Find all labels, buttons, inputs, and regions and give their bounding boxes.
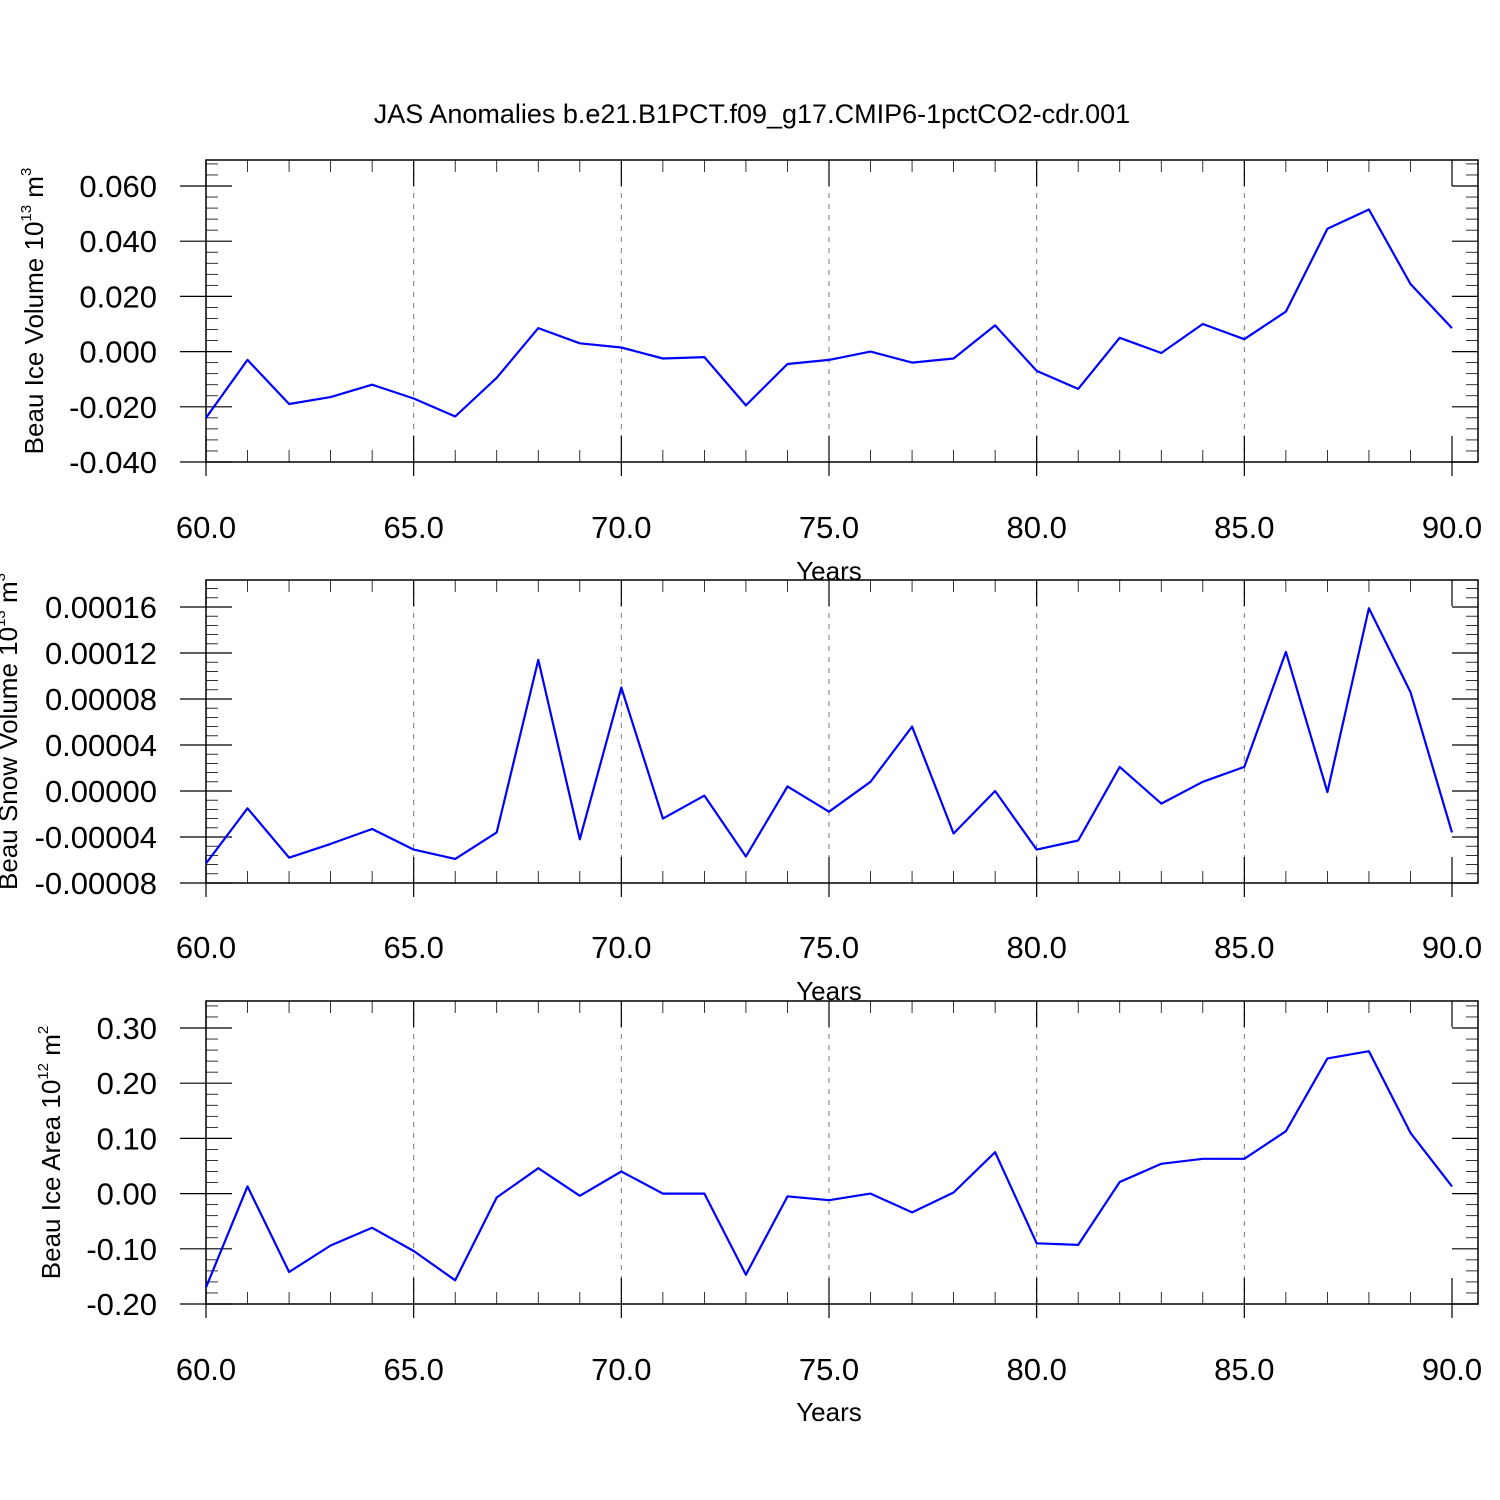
x-tick-label: 70.0 — [591, 1352, 651, 1387]
y-tick-label: -0.00008 — [35, 866, 157, 901]
figure-title: JAS Anomalies b.e21.B1PCT.f09_g17.CMIP6-… — [374, 99, 1130, 129]
plot-frame — [205, 159, 1479, 463]
y-tick-label: -0.10 — [86, 1232, 157, 1267]
series-line — [204, 1050, 1453, 1288]
y-tick-label: 0.020 — [79, 279, 157, 314]
x-tick-label: 75.0 — [799, 1352, 859, 1387]
y-axis-label-superscript: 13 — [0, 610, 9, 627]
x-tick-label: 70.0 — [591, 930, 651, 965]
y-axis-label: Beau Ice Volume 1013 m3 — [18, 168, 49, 455]
y-tick-label: 0.20 — [97, 1066, 157, 1101]
panel-3: 60.0 65.0 70.0 75.0 80.0 85.0 90.0 -0.20 -0.10 0.… — [35, 1000, 1482, 1427]
y-tick-label: 0.040 — [79, 224, 157, 259]
y-axis-label: Beau Snow Volume 1013 m3 — [0, 573, 23, 890]
x-tick-label: 85.0 — [1214, 930, 1274, 965]
y-tick-label: -0.20 — [86, 1287, 157, 1322]
y-axis-label-part: Beau Ice Volume 10 — [19, 222, 49, 455]
y-tick-label: 0.000 — [79, 335, 157, 370]
x-tick-label: 90.0 — [1422, 1352, 1482, 1387]
y-axis-label-superscript: 3 — [18, 168, 35, 176]
x-tick-label: 60.0 — [176, 510, 236, 545]
y-axis-label-part: Beau Ice Area 10 — [36, 1080, 66, 1279]
y-tick-label: 0.00016 — [45, 590, 157, 625]
x-tick-label: 65.0 — [383, 930, 443, 965]
y-tick-label: 0.00 — [97, 1177, 157, 1212]
x-tick-label: 70.0 — [591, 510, 651, 545]
y-axis-label-part: Beau Snow Volume 10 — [0, 627, 23, 890]
panel-2: 60.0 65.0 70.0 75.0 80.0 85.0 90.0 -0.00008 -0.0… — [0, 573, 1482, 1006]
y-axis-label-superscript: 13 — [18, 205, 35, 222]
series-line — [205, 208, 1453, 419]
y-tick-label: 0.00012 — [45, 636, 157, 671]
y-axis-label-superscript: 12 — [35, 1063, 52, 1080]
x-tick-label: 90.0 — [1422, 510, 1482, 545]
x-tick-label: 80.0 — [1006, 1352, 1066, 1387]
y-tick-label: -0.00004 — [35, 820, 157, 855]
y-tick-label: 0.00004 — [45, 728, 157, 763]
x-tick-label: 75.0 — [799, 930, 859, 965]
y-axis-label-part: m — [19, 176, 49, 205]
y-tick-label: 0.00008 — [45, 682, 157, 717]
x-tick-label: 60.0 — [176, 930, 236, 965]
x-tick-label: 90.0 — [1422, 930, 1482, 965]
y-axis-label-part: m — [36, 1034, 66, 1063]
y-axis-label-part: m — [0, 581, 23, 610]
plot-frame — [205, 579, 1479, 884]
x-tick-label: 85.0 — [1214, 510, 1274, 545]
y-tick-label: -0.020 — [69, 390, 157, 425]
panels: 60.0 65.0 70.0 75.0 80.0 85.0 90.0 -0.040 -0.020… — [0, 159, 1482, 1427]
x-tick-label: 85.0 — [1214, 1352, 1274, 1387]
x-tick-label: 80.0 — [1006, 930, 1066, 965]
x-axis-label: Years — [796, 1397, 862, 1427]
y-tick-label: -0.040 — [69, 445, 157, 480]
y-axis-label-superscript: 2 — [35, 1026, 52, 1034]
y-axis-label-superscript: 3 — [0, 573, 9, 581]
y-tick-label: 0.060 — [79, 169, 157, 204]
panel-1: 60.0 65.0 70.0 75.0 80.0 85.0 90.0 -0.040 -0.020… — [18, 159, 1482, 586]
y-tick-label: 0.10 — [97, 1121, 157, 1156]
y-tick-label: 0.30 — [97, 1011, 157, 1046]
plot-frame — [205, 1000, 1479, 1305]
x-tick-label: 65.0 — [383, 1352, 443, 1387]
y-tick-label: 0.00000 — [45, 774, 157, 809]
x-tick-label: 65.0 — [383, 510, 443, 545]
x-tick-label: 60.0 — [176, 1352, 236, 1387]
x-tick-label: 75.0 — [799, 510, 859, 545]
y-axis-label: Beau Ice Area 1012 m2 — [35, 1026, 66, 1279]
x-tick-label: 80.0 — [1006, 510, 1066, 545]
